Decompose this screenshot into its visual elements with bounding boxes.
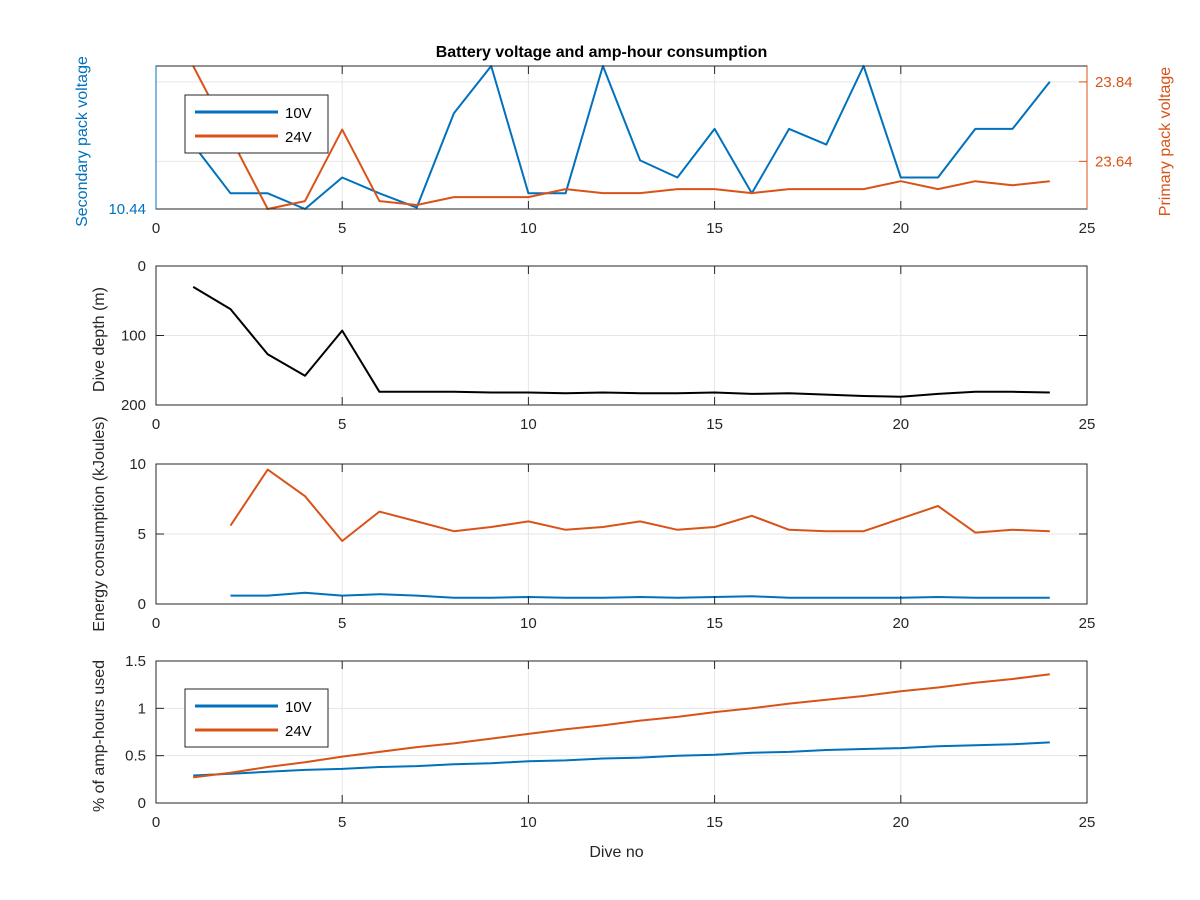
x-tick-label: 0 <box>152 814 160 831</box>
y-right-tick-label: 23.64 <box>1095 153 1133 170</box>
series-group <box>193 673 1050 779</box>
legend-box <box>184 94 329 154</box>
y-right-tick-label: 23.84 <box>1095 74 1133 91</box>
series-line-24v <box>192 65 1050 210</box>
x-tick-label: 5 <box>338 615 346 632</box>
x-tick-label: 15 <box>706 416 723 433</box>
x-tick-label: 0 <box>152 615 160 632</box>
x-tick-label: 20 <box>892 416 909 433</box>
y-axis-label: Dive depth (m) <box>91 287 108 392</box>
series-group <box>192 65 1051 210</box>
y-tick-label: 1 <box>138 700 146 717</box>
x-tick-label: 20 <box>892 615 909 632</box>
y-tick-label: 0 <box>138 795 146 812</box>
x-tick-label: 0 <box>152 220 160 237</box>
x-tick-label: 10 <box>520 615 537 632</box>
y-tick-label: 10 <box>129 456 146 473</box>
subplot-2: 0 5 10 15 20 25 0 100 200 Dive depth (m) <box>91 258 1095 433</box>
y-axis-label: % of amp-hours used <box>91 660 108 812</box>
x-tick-label: 15 <box>706 220 723 237</box>
subplot-4: 0 5 10 15 20 25 0 0.5 1 1.5 % of amp-hours used Div… <box>91 653 1095 861</box>
x-tick-label: 5 <box>338 220 346 237</box>
series-line-24v <box>193 673 1050 779</box>
x-tick-label: 25 <box>1079 814 1096 831</box>
legend-label-10v: 10V <box>285 699 312 716</box>
x-axis-label: Dive no <box>589 844 643 861</box>
y-tick-label: 5 <box>138 526 146 543</box>
y-tick-label: 0 <box>138 596 146 613</box>
y-tick-label: 0 <box>138 258 146 275</box>
series-group <box>192 286 1050 398</box>
y-tick-label: 200 <box>121 397 146 414</box>
y-tick-label: 100 <box>121 328 146 345</box>
subplot-3: 0 5 10 15 20 25 0 5 10 Energy consumption (kJoule… <box>91 416 1095 632</box>
x-tick-label: 10 <box>520 814 537 831</box>
x-tick-label: 15 <box>706 814 723 831</box>
series-line-10v <box>192 65 1051 210</box>
series-line-1 <box>230 591 1050 599</box>
x-tick-label: 20 <box>892 220 909 237</box>
series-group <box>229 468 1050 599</box>
x-tick-label: 10 <box>520 220 537 237</box>
y-tick-label: 10.44 <box>108 201 146 218</box>
y-tick-label: 1.5 <box>125 653 146 670</box>
x-tick-label: 10 <box>520 416 537 433</box>
y-axis-label: Secondary pack voltage <box>74 56 91 227</box>
x-tick-label: 25 <box>1079 615 1096 632</box>
x-tick-label: 0 <box>152 416 160 433</box>
legend-label-24v: 24V <box>285 129 312 146</box>
y-tick-label: 0.5 <box>125 748 146 765</box>
axes-box <box>155 660 1088 804</box>
x-tick-label: 5 <box>338 416 346 433</box>
legend-label-10v: 10V <box>285 105 312 122</box>
series-line-1 <box>192 286 1050 398</box>
series-line-2 <box>229 468 1050 542</box>
chart-title: Battery voltage and amp-hour consumption <box>436 44 768 61</box>
x-tick-label: 15 <box>706 615 723 632</box>
y-right-axis-label: Primary pack voltage <box>1157 67 1174 216</box>
x-tick-label: 25 <box>1079 220 1096 237</box>
x-tick-label: 5 <box>338 814 346 831</box>
legend-box <box>184 688 329 748</box>
legend-label-24v: 24V <box>285 723 312 740</box>
x-tick-label: 25 <box>1079 416 1096 433</box>
y-axis-label: Energy consumption (kJoules) <box>91 416 108 631</box>
x-tick-label: 20 <box>892 814 909 831</box>
series-line-10v <box>193 741 1050 777</box>
subplot-1: 0 5 10 15 20 25 10.44 23.64 23.84 Primary pack vo… <box>74 44 1174 237</box>
